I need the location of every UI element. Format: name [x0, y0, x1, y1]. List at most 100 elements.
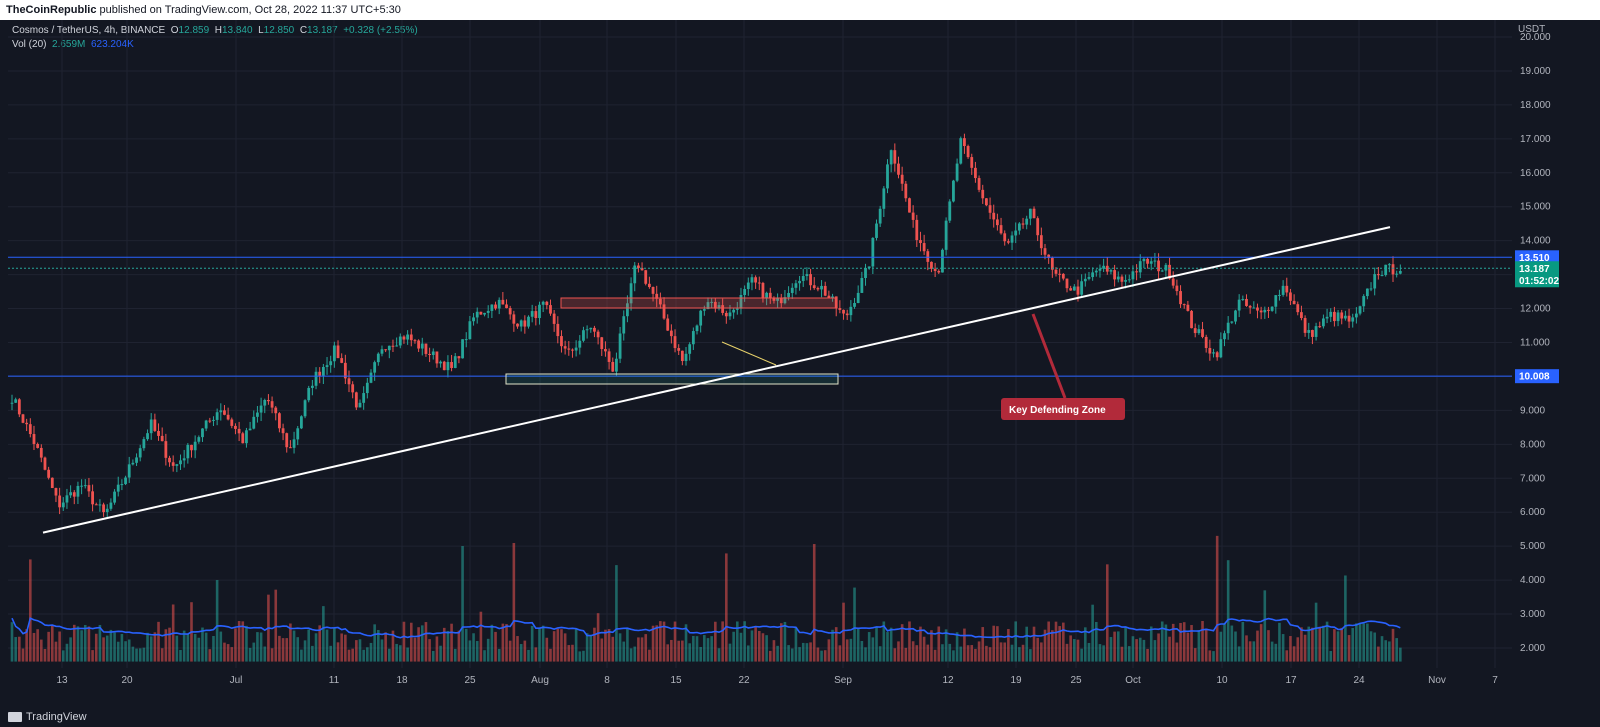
publisher-name: TheCoinRepublic: [6, 4, 97, 16]
price-tick-label: 12.000: [1520, 304, 1551, 315]
volume-bar: [963, 628, 966, 662]
volume-bar: [512, 542, 516, 662]
volume-bar: [768, 650, 772, 662]
candle-body: [457, 356, 461, 359]
volume-bar: [545, 637, 549, 662]
volume-bar: [274, 589, 278, 662]
candle-body: [1127, 279, 1131, 281]
volume-bar: [933, 649, 937, 662]
tradingview-logo[interactable]: TradingView: [8, 707, 87, 727]
candle-body: [157, 430, 160, 436]
price-tick-label: 18.000: [1520, 100, 1551, 111]
candle-body: [757, 282, 761, 284]
candle-body: [1069, 288, 1073, 291]
volume-bar: [1325, 621, 1329, 662]
time-tick-label: 24: [1353, 675, 1365, 686]
volume-bar: [501, 623, 505, 662]
volume-bar: [1362, 623, 1366, 662]
volume-bar: [670, 639, 673, 662]
candle-body: [908, 198, 911, 213]
candle-body: [14, 399, 18, 403]
candle-body: [556, 323, 560, 337]
candle-body: [882, 188, 886, 209]
candle-body: [1234, 310, 1237, 322]
volume-bar: [593, 627, 596, 662]
volume-bar: [197, 637, 201, 662]
candle-body: [552, 313, 556, 324]
volume-bar: [1036, 637, 1039, 662]
volume-bar: [311, 645, 314, 662]
volume-bar: [1091, 604, 1094, 662]
volume-bar: [69, 637, 72, 662]
volume-bar: [1029, 649, 1032, 662]
volume-bar: [1252, 641, 1256, 662]
volume-bar: [1373, 632, 1376, 662]
candle-body: [999, 225, 1003, 234]
volume-bar: [219, 631, 223, 662]
candle-body: [691, 331, 695, 345]
candle-body: [241, 433, 245, 444]
candle-body: [124, 477, 127, 485]
candle-body: [98, 504, 102, 506]
volume-bar: [431, 650, 435, 662]
volume-ma-value: 623.204K: [90, 39, 134, 50]
candle-body: [512, 314, 516, 324]
volume-bar: [648, 649, 651, 662]
price-tick-label: 8.000: [1520, 439, 1545, 450]
volume-bar: [50, 625, 54, 662]
volume-bar: [1047, 621, 1050, 662]
volume-bar: [801, 642, 805, 662]
price-tick-label: 11.000: [1520, 338, 1550, 349]
candle-body: [310, 385, 314, 388]
candle-body: [204, 420, 208, 429]
candle-body: [479, 311, 483, 315]
candle-body: [475, 311, 479, 318]
volume-bar: [662, 621, 666, 662]
candle-body: [406, 334, 410, 340]
volume-bar: [83, 624, 87, 662]
candle-body: [1135, 271, 1138, 273]
volume-bar: [398, 645, 402, 662]
volume-bar: [18, 636, 21, 662]
candle-body: [91, 491, 94, 505]
trendline: [42, 226, 1391, 534]
candle-body: [1098, 268, 1102, 271]
candle-body: [109, 502, 113, 509]
volume-bar: [263, 646, 267, 662]
candle-body: [538, 304, 541, 319]
candle-body: [497, 299, 501, 309]
volume-bar: [76, 626, 80, 662]
candle-body: [798, 280, 801, 284]
volume-bar: [699, 646, 702, 662]
volume-bar: [10, 622, 14, 662]
volume-bar: [1318, 626, 1322, 662]
currency-label: USDT: [1518, 24, 1545, 35]
candle-body: [1153, 260, 1157, 262]
price-tick-label: 17.000: [1520, 134, 1551, 145]
candle-body: [153, 419, 157, 431]
time-tick-label: 11: [329, 675, 340, 686]
candle-body: [622, 316, 626, 334]
candle-body: [1204, 336, 1208, 349]
volume-bar: [182, 630, 186, 662]
volume-bar: [549, 648, 552, 662]
volume-bar: [446, 630, 450, 662]
candle-body: [706, 302, 710, 310]
price-chart[interactable]: Key Defending Zone 20.000 19.000 18.000 17.…: [0, 20, 1600, 707]
volume-bar: [1179, 622, 1182, 662]
volume-bar: [600, 638, 604, 662]
volume-bar: [168, 627, 171, 662]
volume-bar: [776, 645, 779, 662]
volume-bar: [256, 632, 259, 662]
volume-bar: [127, 639, 131, 662]
candle-body: [1036, 218, 1040, 236]
candle-body: [1179, 291, 1182, 305]
candle-body: [688, 344, 692, 354]
candle-body: [713, 301, 717, 309]
candle-body: [867, 266, 871, 268]
low-value: 12.850: [263, 25, 295, 36]
volume-bar: [120, 633, 124, 662]
candle-body: [710, 301, 714, 303]
volume-bar: [32, 632, 36, 662]
volume-bar: [1351, 628, 1355, 662]
